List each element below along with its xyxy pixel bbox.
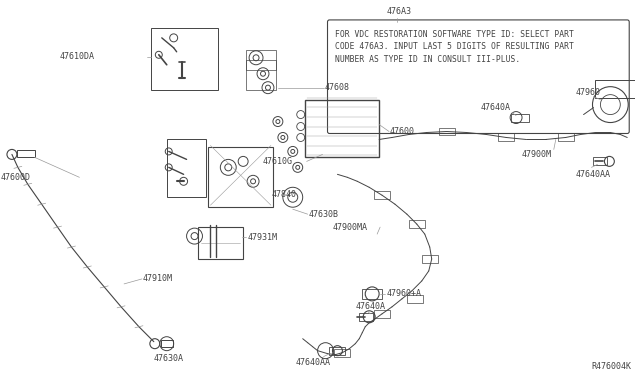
- Text: 47610DA: 47610DA: [60, 52, 95, 61]
- Text: 47640A: 47640A: [355, 302, 385, 311]
- Bar: [422, 255, 438, 263]
- Bar: [17, 150, 35, 157]
- Bar: [374, 191, 390, 199]
- Text: 47910M: 47910M: [143, 275, 173, 283]
- Text: 47630B: 47630B: [308, 210, 339, 219]
- Text: 47900MA: 47900MA: [332, 222, 367, 232]
- Text: 47931M: 47931M: [247, 232, 277, 241]
- Bar: [161, 340, 173, 347]
- Text: 47640A: 47640A: [481, 103, 510, 112]
- Text: 47600: 47600: [390, 127, 415, 136]
- Bar: [558, 134, 573, 141]
- Bar: [407, 295, 423, 303]
- Bar: [359, 313, 373, 321]
- Text: 47600D: 47600D: [1, 173, 31, 182]
- Bar: [209, 147, 273, 207]
- FancyBboxPatch shape: [328, 20, 629, 134]
- Bar: [438, 128, 454, 135]
- Text: 47610G: 47610G: [263, 157, 293, 166]
- Text: 47608: 47608: [324, 83, 349, 92]
- Text: 47640AA: 47640AA: [575, 170, 611, 179]
- Bar: [151, 28, 218, 90]
- Text: 47840: 47840: [272, 190, 297, 199]
- Bar: [246, 50, 276, 70]
- Text: 47960: 47960: [575, 88, 600, 97]
- Bar: [498, 134, 514, 141]
- Bar: [374, 310, 390, 318]
- Text: 47960+A: 47960+A: [387, 289, 422, 298]
- Bar: [305, 100, 379, 157]
- Bar: [198, 227, 243, 259]
- Text: FOR VDC RESTORATION SOFTWARE TYPE ID: SELECT PART
CODE 476A3. INPUT LAST 5 DIGIT: FOR VDC RESTORATION SOFTWARE TYPE ID: SE…: [335, 30, 574, 64]
- Bar: [335, 349, 350, 357]
- Text: 476A3: 476A3: [387, 7, 412, 16]
- Bar: [511, 113, 529, 122]
- Bar: [595, 80, 635, 97]
- Bar: [246, 60, 276, 90]
- Bar: [167, 140, 207, 197]
- Bar: [409, 220, 425, 228]
- Bar: [362, 289, 382, 299]
- Bar: [330, 347, 346, 355]
- Bar: [593, 157, 607, 166]
- Text: 47900M: 47900M: [522, 150, 552, 159]
- Text: R476004K: R476004K: [591, 362, 631, 371]
- Text: 47640AA: 47640AA: [296, 358, 331, 367]
- Text: 47630A: 47630A: [154, 354, 184, 363]
